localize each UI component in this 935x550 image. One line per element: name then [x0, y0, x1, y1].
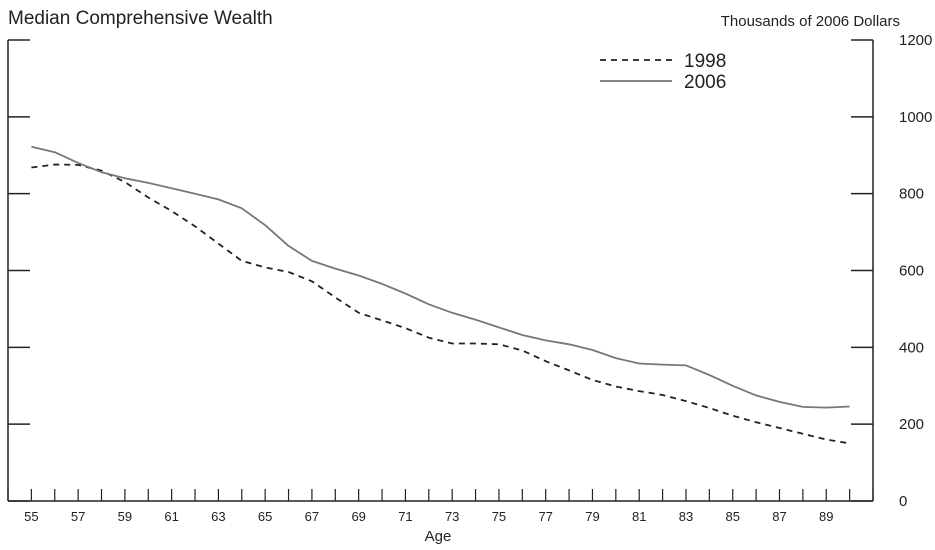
y-tick-label: 1000	[899, 109, 932, 126]
y-axis-ticks: 0 200 400 600 800 1000 1200	[8, 32, 932, 510]
y-tick-label: 200	[899, 416, 924, 433]
y-tick-label: 1200	[899, 32, 932, 49]
x-tick-label: 81	[632, 509, 646, 524]
x-tick-label: 73	[445, 509, 459, 524]
series-line-2006	[31, 145, 850, 409]
x-tick-label: 55	[24, 509, 38, 524]
series-line-1998	[31, 163, 850, 445]
x-tick-label: 87	[772, 509, 786, 524]
chart-title: Median Comprehensive Wealth	[8, 8, 273, 29]
x-tick-label: 57	[71, 509, 85, 524]
x-tick-label: 59	[118, 509, 132, 524]
x-tick-label: 89	[819, 509, 833, 524]
x-tick-label: 67	[305, 509, 319, 524]
x-tick-label: 83	[679, 509, 693, 524]
x-tick-label: 75	[492, 509, 506, 524]
y-tick-label: 800	[899, 186, 924, 203]
y-tick-label: 400	[899, 339, 924, 356]
x-tick-label: 61	[164, 509, 178, 524]
y-axis-unit-label: Thousands of 2006 Dollars	[720, 13, 900, 30]
y-tick-label: 0	[899, 493, 907, 510]
y-tick-label: 600	[899, 263, 924, 280]
x-tick-label: 65	[258, 509, 272, 524]
x-tick-label: 79	[585, 509, 599, 524]
x-tick-label: 69	[351, 509, 365, 524]
x-tick-label: 63	[211, 509, 225, 524]
legend-label-1998: 1998	[684, 51, 726, 72]
plot-frame	[7, 40, 874, 502]
legend-label-2006: 2006	[684, 72, 726, 93]
x-axis-ticks: 55 57 59 61 63 65 67 69 71 73 75 77 79 81 83 85 87 89	[7, 489, 874, 524]
x-tick-label: 77	[538, 509, 552, 524]
series-lines	[31, 145, 850, 445]
x-axis-label: Age	[424, 528, 452, 545]
x-tick-label: 85	[725, 509, 739, 524]
x-tick-label: 71	[398, 509, 412, 524]
